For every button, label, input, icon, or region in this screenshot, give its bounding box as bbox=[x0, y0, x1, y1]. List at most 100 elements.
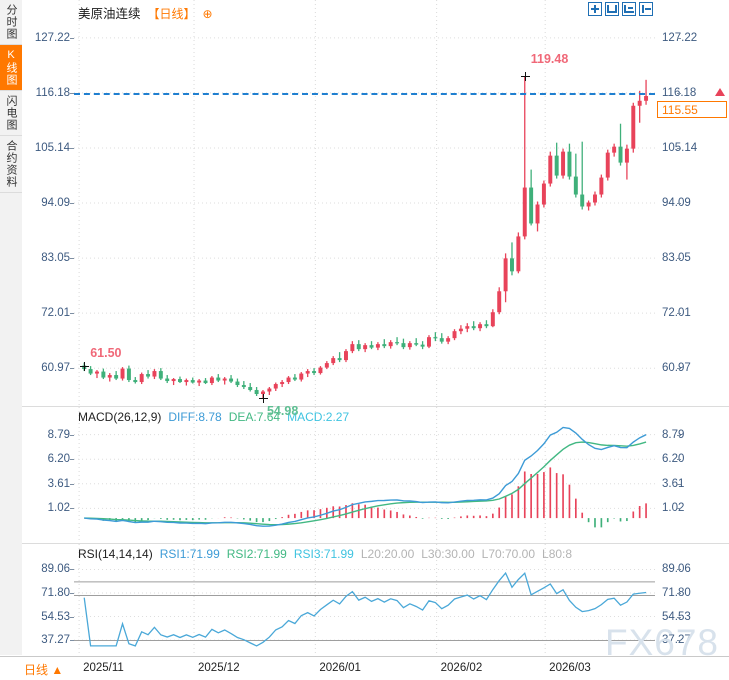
rsi-panel[interactable]: RSI(14,14,14) RSI1:71.99 RSI2:71.99 RSI3:71… bbox=[22, 544, 729, 655]
axis-tick-label: 60.97 bbox=[41, 362, 70, 375]
axis-tick bbox=[70, 508, 74, 510]
low-price-marker: 54.98 bbox=[266, 404, 299, 419]
axis-tick-label: 72.01 bbox=[662, 307, 691, 320]
axis-tick bbox=[677, 640, 681, 642]
chart-toolbar bbox=[588, 2, 653, 16]
time-axis-label: 2025/12 bbox=[198, 662, 240, 674]
low-price-marker: 61.50 bbox=[90, 345, 122, 360]
axis-tick-label: 60.97 bbox=[662, 362, 691, 375]
axis-tick bbox=[677, 368, 681, 370]
price-chart-panel[interactable]: 美原油连续 【日线】 ⊕ 127.22 116.18 105.14 94.09 83.05 7… bbox=[22, 0, 729, 418]
axis-tick bbox=[677, 569, 681, 571]
axis-tick-label: 71.80 bbox=[662, 587, 691, 599]
axis-tick-label: 3.61 bbox=[47, 477, 70, 490]
axis-tick bbox=[70, 368, 74, 370]
macd-panel[interactable]: MACD(26,12,9) DIFF:8.78 DEA:7.64 MACD:2.27 … bbox=[22, 407, 729, 543]
axis-tick-label: 54.53 bbox=[41, 610, 70, 623]
time-axis-label: 2026/02 bbox=[440, 662, 483, 674]
axis-tick-label: 1.02 bbox=[47, 502, 70, 515]
period-label: 【日线】 bbox=[147, 7, 196, 21]
axis-tick-label: 37.27 bbox=[662, 634, 691, 647]
price-legend: 美原油连续 【日线】 ⊕ bbox=[78, 3, 220, 22]
crosshair-move-icon[interactable] bbox=[588, 2, 602, 16]
panel-divider-2 bbox=[22, 543, 729, 544]
macd-hist-value: MACD:2.27 bbox=[287, 410, 350, 424]
axis-tick bbox=[70, 313, 74, 315]
axis-tick bbox=[677, 434, 681, 436]
axis-tick-label: 89.06 bbox=[41, 563, 70, 576]
axis-tick bbox=[70, 258, 74, 260]
axis-tick-label: 37.27 bbox=[41, 634, 70, 647]
rsi-plot-area[interactable] bbox=[74, 544, 655, 655]
rsi-title: RSI(14,14,14) bbox=[78, 547, 153, 561]
axis-tick-label: 8.79 bbox=[47, 428, 70, 441]
axis-tick-label: 6.20 bbox=[47, 453, 70, 466]
axis-tick-label: 1.02 bbox=[662, 502, 685, 515]
axis-tick bbox=[70, 147, 74, 149]
axis-tick-label: 3.61 bbox=[662, 477, 685, 490]
zoom-in-icon[interactable] bbox=[622, 2, 636, 16]
left-tab-rail: 分时图 K线图 闪电图 合约资料 bbox=[0, 0, 23, 655]
axis-tick-label: 8.79 bbox=[662, 428, 685, 441]
last-price-line bbox=[74, 92, 655, 95]
axis-tick bbox=[70, 434, 74, 436]
axis-tick bbox=[677, 483, 681, 485]
extreme-crosshair-marker bbox=[80, 361, 90, 371]
macd-legend: MACD(26,12,9) DIFF:8.78 DEA:7.64 MACD:2.27 bbox=[78, 410, 356, 424]
time-axis: 日线 ▲ 2025/11 2025/12 2026/01 2026/02 2026/03 bbox=[0, 656, 729, 680]
axis-tick-label: 94.09 bbox=[662, 197, 691, 210]
sidebar-item-intraday[interactable]: 分时图 bbox=[0, 0, 22, 45]
shift-right-icon[interactable] bbox=[639, 2, 653, 16]
axis-tick bbox=[677, 92, 681, 94]
axis-tick bbox=[70, 483, 74, 485]
axis-tick-label: 72.01 bbox=[41, 307, 70, 320]
rsi-l20-value: L20:20.00 bbox=[360, 547, 415, 561]
sidebar-item-contract-info[interactable]: 合约资料 bbox=[0, 136, 22, 193]
axis-tick bbox=[70, 616, 74, 618]
macd-title: MACD(26,12,9) bbox=[78, 410, 162, 424]
rsi1-value: RSI1:71.99 bbox=[159, 547, 220, 561]
zoom-out-icon[interactable] bbox=[605, 2, 619, 16]
macd-diff-value: DIFF:8.78 bbox=[168, 410, 222, 424]
rsi3-value: RSI3:71.99 bbox=[293, 547, 354, 561]
sidebar-item-lightning[interactable]: 闪电图 bbox=[0, 91, 22, 136]
axis-tick bbox=[70, 37, 74, 39]
high-price-marker: 119.48 bbox=[530, 52, 569, 67]
extreme-crosshair-marker bbox=[258, 394, 268, 404]
axis-tick-label: 89.06 bbox=[662, 563, 691, 576]
sidebar-item-kline[interactable]: K线图 bbox=[0, 45, 22, 91]
price-plot-area[interactable] bbox=[74, 0, 655, 406]
macd-plot-area[interactable] bbox=[74, 407, 655, 543]
axis-tick-label: 127.22 bbox=[34, 31, 70, 44]
rsi-legend: RSI(14,14,14) RSI1:71.99 RSI2:71.99 RSI3:71… bbox=[78, 547, 579, 561]
period-selector[interactable]: 日线 ▲ bbox=[24, 663, 64, 677]
axis-tick bbox=[70, 569, 74, 571]
rsi-l30-value: L30:30.00 bbox=[421, 547, 475, 561]
time-axis-label: 2025/11 bbox=[83, 662, 124, 674]
time-axis-label: 2026/03 bbox=[549, 662, 591, 674]
crosshair-toggle-icon[interactable]: ⊕ bbox=[202, 7, 213, 21]
axis-tick bbox=[677, 147, 681, 149]
axis-tick-label: 83.05 bbox=[662, 252, 691, 265]
axis-tick bbox=[677, 616, 681, 618]
symbol-name: 美原油连续 bbox=[78, 7, 141, 21]
axis-tick bbox=[677, 508, 681, 510]
time-axis-label: 2026/01 bbox=[319, 662, 361, 674]
axis-tick-label: 71.80 bbox=[41, 587, 70, 599]
axis-tick bbox=[70, 459, 74, 461]
watermark: FX678 bbox=[604, 622, 719, 663]
rsi2-value: RSI2:71.99 bbox=[226, 547, 287, 561]
macd-dea-value: DEA:7.64 bbox=[228, 410, 281, 424]
panel-divider-1 bbox=[22, 406, 729, 407]
axis-tick bbox=[677, 459, 681, 461]
axis-tick-label: 83.05 bbox=[41, 252, 70, 265]
axis-tick bbox=[70, 640, 74, 642]
axis-tick bbox=[70, 92, 74, 94]
axis-tick bbox=[677, 593, 681, 594]
rsi-l70-value: L70:70.00 bbox=[481, 547, 536, 561]
axis-tick-label: 127.22 bbox=[662, 31, 698, 44]
axis-tick bbox=[70, 203, 74, 205]
axis-tick bbox=[677, 37, 681, 39]
axis-tick-label: 105.14 bbox=[34, 141, 70, 154]
axis-tick-label: 116.18 bbox=[35, 86, 70, 99]
